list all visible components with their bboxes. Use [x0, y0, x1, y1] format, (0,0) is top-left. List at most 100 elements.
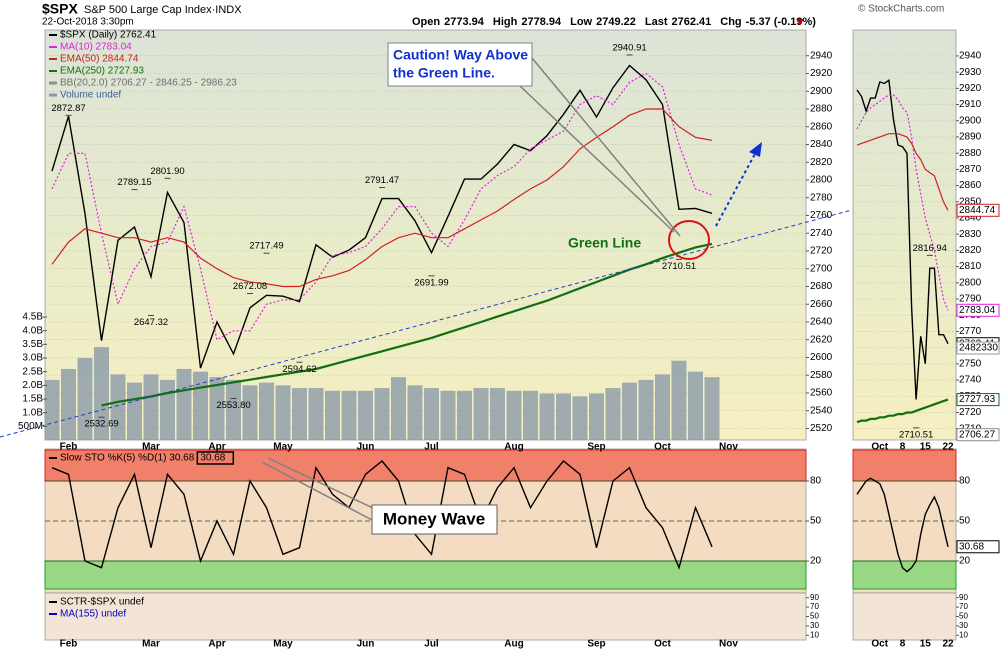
volume-bar	[44, 379, 60, 440]
y-tick-label: 2850	[959, 196, 982, 207]
y-tick-label: 50	[810, 612, 819, 621]
plot-layer: $SPX S&P 500 Large Cap Index·INDX22-Oct-2…	[18, 1, 1000, 650]
x-tick-label: Mar	[142, 442, 160, 453]
y-tick-label: 2820	[810, 157, 833, 168]
quote-value: 2762.41	[672, 16, 712, 28]
x-tick-label: Feb	[60, 639, 78, 650]
quote-label: Open	[412, 16, 440, 28]
y-tick-label: 2620	[810, 334, 833, 345]
y-tick-label: 20	[810, 556, 822, 567]
x-tick-label: May	[273, 639, 293, 650]
up-arrow-head	[749, 142, 762, 157]
y-tick-label: 2540	[810, 405, 833, 416]
volume-tick-label: 3.0B	[22, 353, 43, 364]
y-tick-label: 2640	[810, 317, 833, 328]
volume-tick-label: 3.5B	[22, 339, 43, 350]
quote-label: Low	[570, 16, 592, 28]
volume-bar	[209, 377, 225, 440]
x-tick-label: Jun	[357, 639, 375, 650]
y-tick-label: 2860	[810, 121, 833, 132]
volume-tick-label: 2.5B	[22, 366, 43, 377]
y-tick-label: 2930	[959, 67, 982, 78]
volume-bar	[671, 360, 687, 440]
volume-bar	[539, 393, 555, 440]
volume-bar	[638, 379, 654, 440]
value-tag-label: 30.68	[959, 541, 984, 552]
x-tick-label: Jul	[424, 442, 439, 453]
legend-label: SCTR-$SPX undef	[60, 597, 144, 608]
extreme-label: 2647.32	[134, 317, 168, 328]
extreme-label: 2672.08	[233, 281, 267, 292]
volume-bar	[424, 388, 439, 440]
legend-label: Volume undef	[60, 90, 121, 101]
volume-tick-label: 4.5B	[22, 312, 43, 323]
series-line	[856, 133, 949, 211]
series-line	[856, 78, 949, 400]
oversold-zone	[852, 560, 957, 590]
x-tick-label: Apr	[208, 442, 225, 453]
extreme-label: 2801.90	[150, 166, 184, 177]
volume-bar	[704, 377, 720, 440]
panel-background	[44, 592, 807, 641]
y-tick-label: 2810	[959, 261, 982, 272]
quote: Open 2773.94 High 2778.94 Low 2749.22 Last 2762…	[412, 16, 816, 28]
y-tick-label: 2790	[959, 294, 982, 305]
x-tick-label: 15	[920, 639, 932, 650]
series-line	[51, 460, 713, 570]
volume-bar	[176, 368, 192, 440]
y-tick-label: 2840	[810, 139, 833, 150]
value-tag-label: 2482330	[959, 343, 998, 354]
up-arrow	[715, 151, 757, 227]
volume-bar	[259, 382, 274, 440]
y-tick-label: 90	[810, 593, 819, 602]
x-tick-label: Aug	[504, 639, 523, 650]
series-line	[51, 64, 713, 369]
extreme-label: 2691.99	[414, 277, 448, 288]
value-tag-label: 2727.93	[959, 394, 996, 405]
panel-background	[852, 592, 957, 641]
y-tick-label: 50	[810, 516, 822, 527]
extreme-label: 2710.51	[662, 261, 696, 272]
extreme-label: 2789.15	[117, 177, 151, 188]
value-tag	[956, 393, 1000, 407]
volume-bar	[490, 388, 505, 440]
callout-line	[261, 461, 373, 521]
series-line	[856, 398, 949, 424]
y-tick-label: 2780	[810, 192, 833, 203]
volume-bar	[143, 374, 159, 440]
x-tick-label: Oct	[871, 442, 888, 453]
legend-label: EMA(50) 2844.74	[60, 54, 139, 65]
y-tick-label: 2800	[959, 277, 982, 288]
volume-bar	[61, 368, 76, 440]
value-tag-label: 2706.27	[959, 429, 996, 440]
volume-bar	[655, 374, 670, 440]
extreme-label: 2532.69	[84, 419, 118, 430]
down-marker	[796, 19, 804, 25]
quote-value: 2749.22	[596, 16, 636, 28]
highlight-circle	[668, 220, 710, 260]
series-line	[856, 94, 949, 311]
overbought-zone	[44, 449, 807, 482]
y-tick-label: 2890	[959, 132, 982, 143]
volume-bar	[391, 377, 406, 440]
y-tick-label: 2900	[959, 115, 982, 126]
volume-tick-label: 2.0B	[22, 380, 43, 391]
volume-bar	[325, 390, 340, 440]
legend-label: MA(155) undef	[60, 609, 126, 620]
value-tag-label: 2783.04	[959, 305, 996, 316]
volume-bar	[160, 379, 175, 440]
caution-box	[387, 42, 533, 87]
x-tick-label: 8	[900, 639, 906, 650]
x-tick-label: Mar	[142, 639, 160, 650]
x-tick-label: Feb	[60, 442, 78, 453]
y-tick-label: 20	[959, 556, 971, 567]
quote-value: 2778.94	[521, 16, 562, 28]
y-tick-label: 30	[959, 621, 968, 630]
volume-bar	[440, 390, 456, 440]
money-wave-box	[371, 504, 498, 535]
callout-line	[267, 457, 376, 510]
annotation-layer: Caution! Way Above the Green Line. Green…	[0, 42, 853, 535]
volume-bar	[473, 388, 489, 440]
volume-bar	[506, 390, 522, 440]
extreme-label: 2553.80	[216, 400, 250, 411]
